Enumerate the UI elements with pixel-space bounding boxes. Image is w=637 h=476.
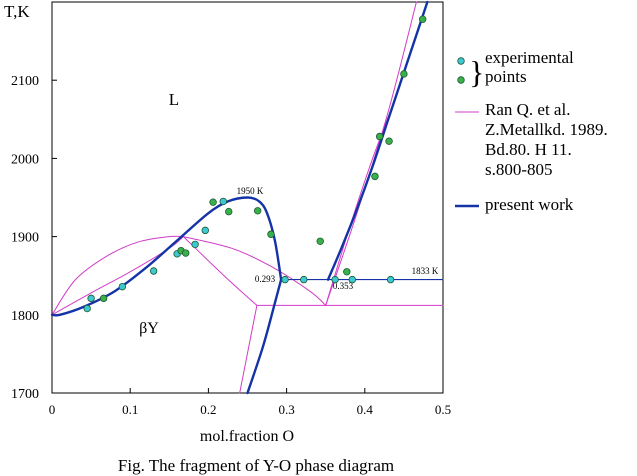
x-tick-label: 0.3 [278,402,294,417]
y-tick-label: 2000 [11,152,39,167]
experimental-point-cyan [87,294,95,303]
legend-experimental-line1: experimental [485,48,574,67]
experimental-point-green [385,137,393,145]
x-tick-label: 0.5 [435,402,451,417]
figure-caption: Fig. The fragment of Y-O phase diagram [118,456,394,475]
experimental-point-green [400,70,408,78]
legend-brace: } [469,54,484,90]
experimental-point-cyan [300,275,308,284]
experimental-point-green [209,198,217,206]
experimental-point-green [253,207,262,215]
legend-experimental-line2: points [485,67,527,86]
experimental-point-green [99,294,108,303]
legend-ran-line2: Z.Metallkd. 1989. [485,120,608,139]
experimental-point-cyan [83,304,91,313]
experimental-point-cyan [348,275,356,284]
legend-present-label: present work [485,195,574,214]
experimental-point-cyan [386,275,395,284]
experimental-point-green [225,207,233,216]
y-axis-label: T,K [4,2,30,21]
ran-boundary-curve [51,236,184,316]
y-tick-label: 2100 [11,74,39,89]
experimental-point-cyan [118,282,127,291]
y-tick-label: 1700 [11,387,39,402]
legend-ran-line3: Bd.80. H 11. [485,140,572,159]
y-tick-label: 1800 [11,309,39,324]
x-tick-label: 0.2 [200,402,216,417]
experimental-point-green [418,15,427,23]
experimental-point-cyan [331,275,339,284]
x-tick-label: 0 [49,402,56,417]
phase-boundary-curves [50,0,444,395]
experimental-point-cyan [191,240,199,249]
experimental-point-cyan [149,267,158,275]
y-tick-label: 1900 [11,231,39,246]
experimental-point-green [375,132,384,141]
region-label-liquid: L [169,90,179,109]
experimental-point-cyan [201,226,209,235]
axis-ticks: 0 0.1 0.2 0.3 0.4 0.5 1700 1800 1900 2000 2100 [11,74,451,417]
annotation-max-temperature: 1950 K [237,186,264,196]
experimental-points [83,15,427,313]
annotation-composition-2: 0.353 [333,281,354,291]
legend: } experimental points Ran Q. et al. Z.Me… [455,48,608,214]
experimental-point-green [371,172,379,181]
experimental-point-green [182,249,190,257]
legend-marker-cyan [457,57,465,65]
legend-ran-line1: Ran Q. et al. [485,100,570,119]
experimental-point-green [316,237,324,245]
legend-marker-green [457,76,465,84]
legend-ran-line4: s.800-805 [485,160,553,179]
annotation-composition-1: 0.293 [255,274,276,284]
x-tick-label: 0.1 [122,402,138,417]
annotation-eutectic-temperature: 1833 K [412,266,439,276]
experimental-point-cyan [219,197,227,206]
present-work-curve [50,196,283,317]
region-label-beta: βY [139,320,159,337]
experimental-point-cyan [281,275,289,284]
ran-boundary-curve [239,304,258,394]
ran-boundary-curve [51,235,184,316]
x-axis-label: mol.fraction O [200,428,294,445]
experimental-point-green [267,230,275,238]
present-work-curve [246,278,283,395]
ran-boundary-curve [182,236,327,306]
present-work-curve [326,0,429,281]
experimental-point-green [343,268,351,276]
x-tick-label: 0.4 [357,402,374,417]
